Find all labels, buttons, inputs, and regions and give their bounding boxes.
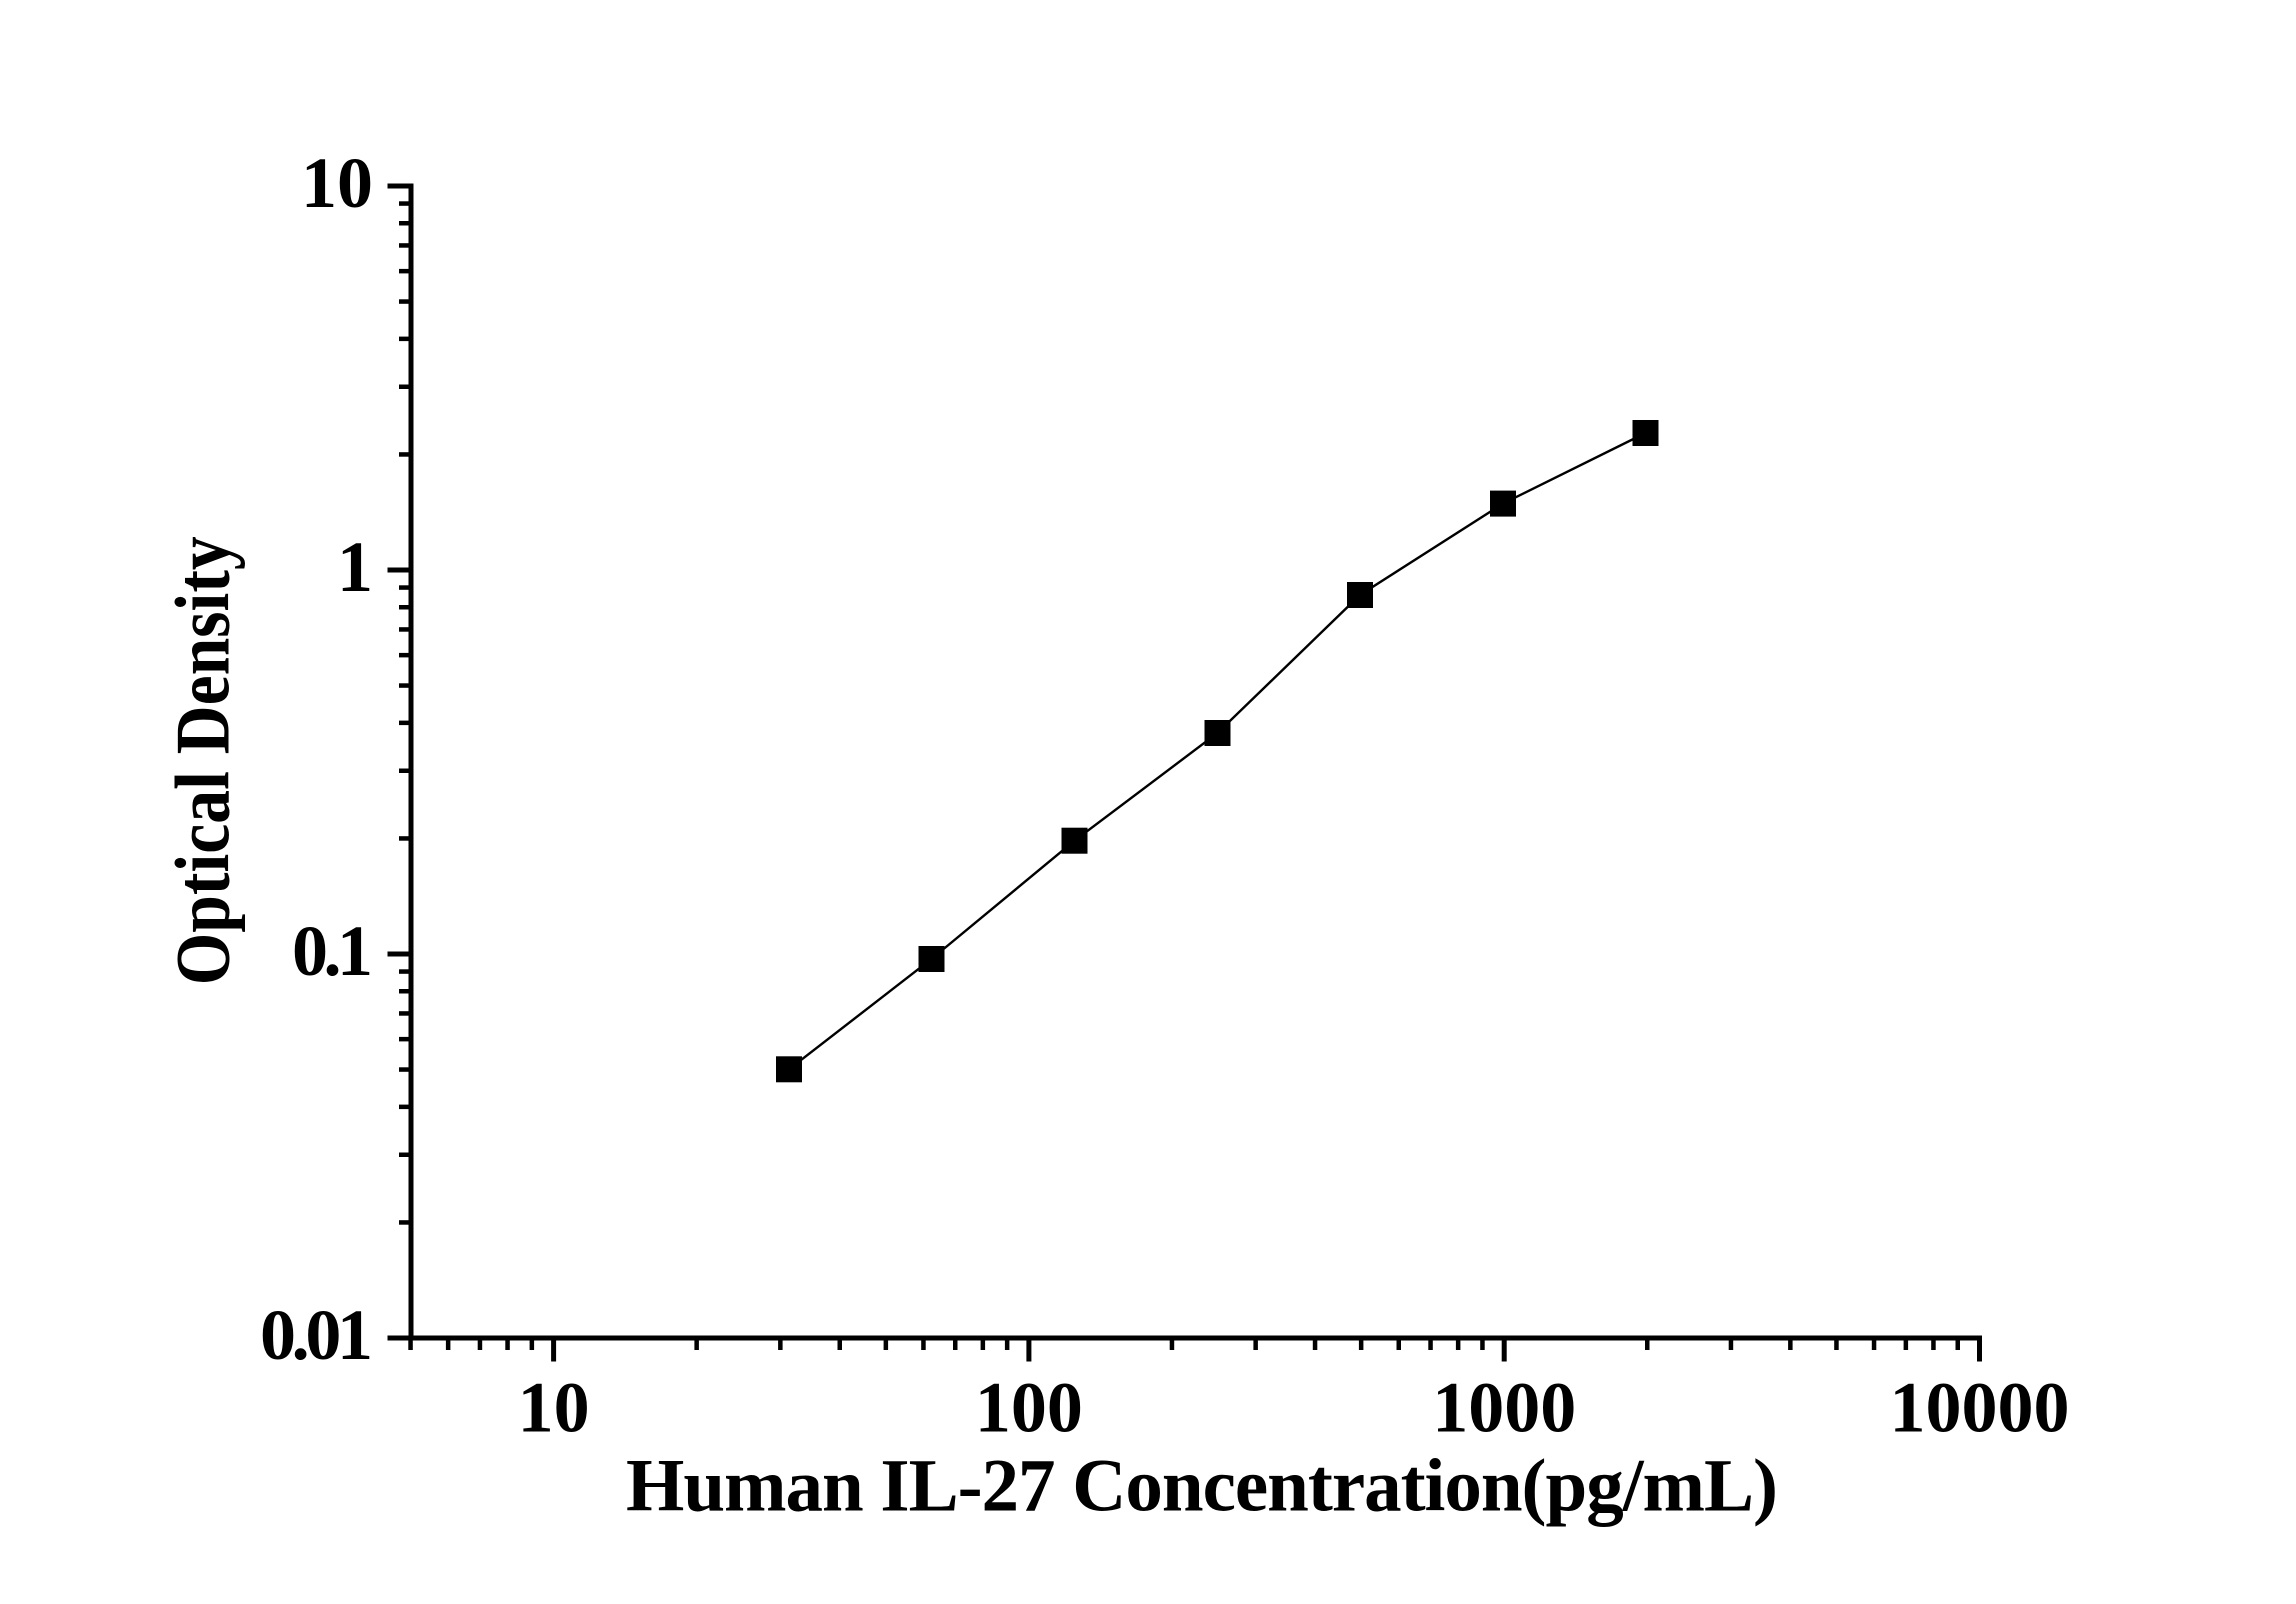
svg-text:10: 10 xyxy=(518,1368,590,1448)
svg-text:Human IL-27 Concentration(pg/m: Human IL-27 Concentration(pg/mL) xyxy=(626,1445,1778,1528)
svg-text:Optical Density: Optical Density xyxy=(160,536,246,985)
svg-text:10: 10 xyxy=(301,143,373,223)
svg-text:100: 100 xyxy=(975,1368,1083,1448)
svg-text:10000: 10000 xyxy=(1890,1368,2070,1448)
svg-text:0.1: 0.1 xyxy=(292,911,373,991)
svg-text:0.01: 0.01 xyxy=(260,1295,373,1375)
svg-text:1: 1 xyxy=(337,527,373,607)
svg-text:1000: 1000 xyxy=(1432,1368,1576,1448)
